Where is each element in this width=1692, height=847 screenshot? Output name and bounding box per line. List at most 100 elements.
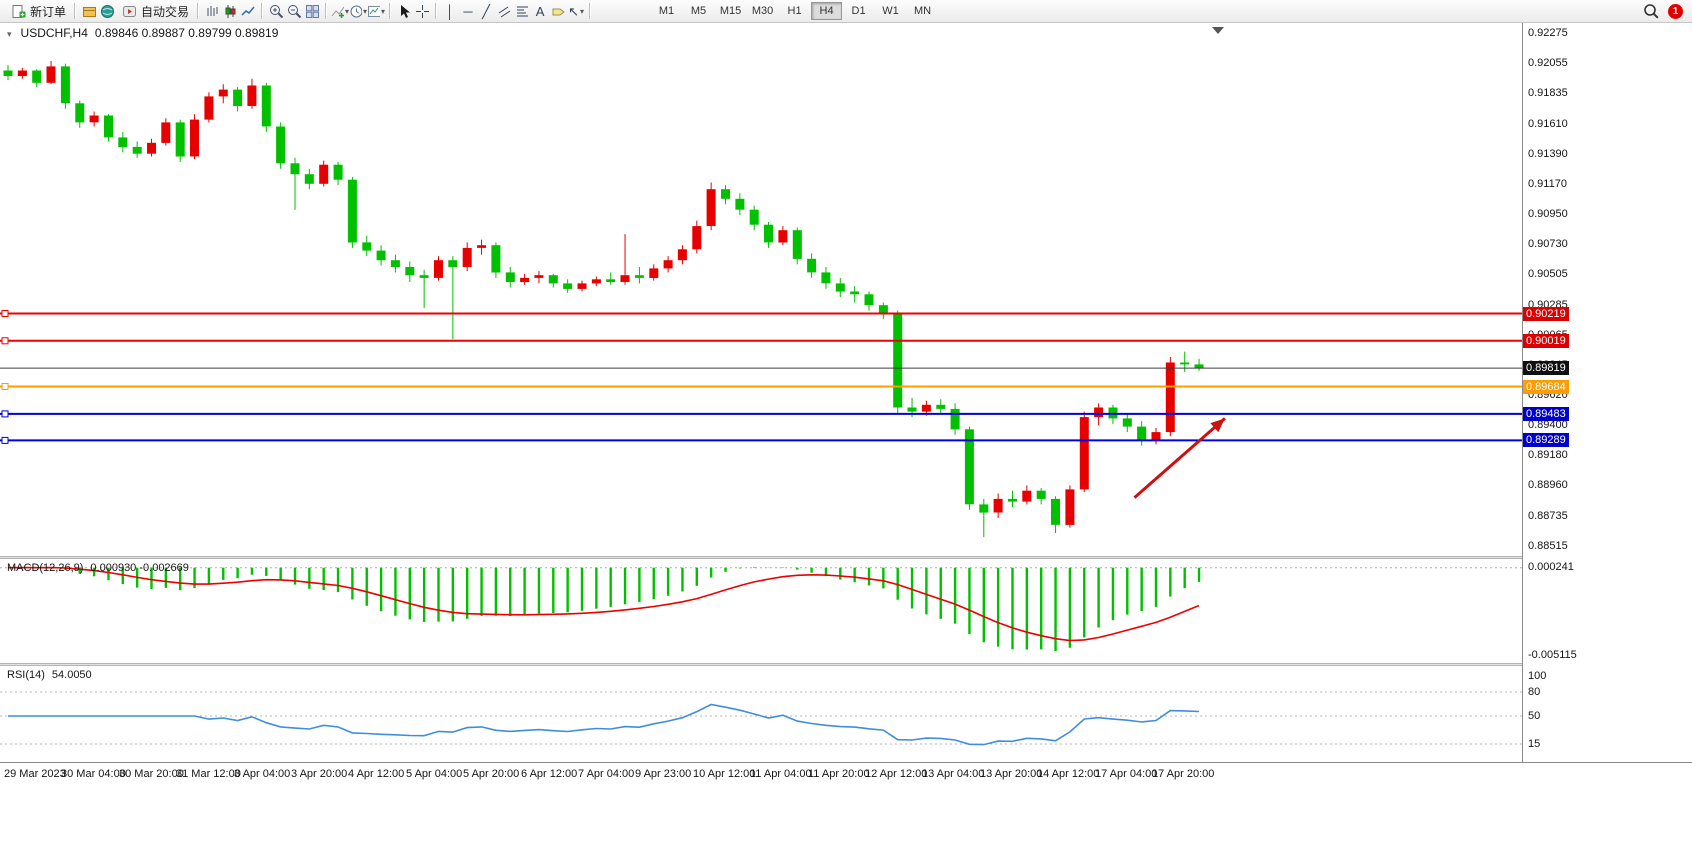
time-axis[interactable]: 29 Mar 2023 30 Mar 04:00 30 Mar 20:00 31 Ma… <box>0 762 1692 784</box>
rsi-label: RSI(14) 54.0050 <box>7 669 92 681</box>
price-badge: 0.90219 <box>1523 307 1569 321</box>
price-axis-label: 0.88960 <box>1528 479 1568 491</box>
periods-menu-button[interactable] <box>349 3 367 20</box>
text-tool-button[interactable]: A <box>535 3 545 19</box>
timeframe-w1[interactable]: W1 <box>882 5 899 17</box>
panel-splitter[interactable] <box>0 663 1692 666</box>
macd-axis-label: 0.000241 <box>1528 561 1574 573</box>
time-axis-label: 13 Apr 20:00 <box>980 768 1043 780</box>
price-axis-label: 0.91610 <box>1528 118 1568 130</box>
toolbar-separator <box>389 3 392 19</box>
time-axis-label: 5 Apr 20:00 <box>463 768 520 780</box>
time-axis-label: 4 Apr 12:00 <box>348 768 405 780</box>
one-click-trading-toggle[interactable]: ▾ <box>7 29 12 39</box>
fibonacci-tool-button[interactable] <box>513 3 531 20</box>
line-chart-button[interactable] <box>239 3 257 20</box>
price-axis-label: 0.91170 <box>1528 178 1567 190</box>
channel-tool-button[interactable] <box>495 3 513 20</box>
timeframe-h4[interactable]: H4 <box>811 2 843 20</box>
timeframe-h1[interactable]: H1 <box>787 5 802 17</box>
time-axis-label: 30 Mar 20:00 <box>119 768 184 780</box>
time-axis-label: 29 Mar 2023 <box>4 768 66 780</box>
macd-name: MACD(12,26,9) <box>7 562 84 574</box>
price-axis-label: 0.91390 <box>1528 148 1568 160</box>
notification-badge[interactable]: 1 <box>1668 3 1683 19</box>
toolbar-separator <box>589 3 592 19</box>
macd-values: 0.000930 -0.002669 <box>90 562 189 574</box>
time-axis-label: 7 Apr 04:00 <box>578 768 635 780</box>
label-tool-button[interactable] <box>549 3 567 20</box>
chart-symbol-period: USDCHF,H4 <box>20 26 88 40</box>
price-axis-label: 0.89180 <box>1528 449 1568 461</box>
toolbar-separator <box>435 3 438 19</box>
time-axis-label: 11 Apr 04:00 <box>750 768 812 780</box>
price-axis-label: 0.90950 <box>1528 208 1568 220</box>
rsi-canvas[interactable] <box>0 666 1522 762</box>
new-order-label: 新订单 <box>30 4 67 19</box>
new-order-button[interactable]: 新订单 <box>5 1 70 22</box>
time-axis-label: 3 Apr 04:00 <box>234 768 291 780</box>
panel-splitter[interactable] <box>0 556 1692 559</box>
macd-panel: MACD(12,26,9) 0.000930 -0.002669 <box>0 559 1522 663</box>
rsi-axis-label: 100 <box>1528 670 1547 682</box>
rsi-value: 54.0050 <box>51 669 92 681</box>
price-axis-label: 0.90730 <box>1528 238 1568 250</box>
vertical-line-tool-button[interactable]: │ <box>445 3 455 19</box>
toolbar-separator <box>74 3 77 19</box>
data-window-icon[interactable] <box>98 3 116 20</box>
rsi-name: RSI(14) <box>7 669 45 681</box>
timeframe-m1[interactable]: M1 <box>658 5 675 17</box>
horizontal-line-tool-button[interactable]: ─ <box>463 3 473 19</box>
timeframe-m5[interactable]: M5 <box>690 5 707 17</box>
new-order-icon <box>9 3 27 20</box>
autotrading-icon <box>120 3 138 20</box>
price-badge: 0.90019 <box>1523 334 1569 348</box>
timeframe-d1[interactable]: D1 <box>851 5 866 17</box>
toolbar-separator <box>325 3 328 19</box>
autotrading-button[interactable]: 自动交易 <box>116 1 193 22</box>
bar-chart-button[interactable] <box>203 3 221 20</box>
price-chart-canvas[interactable] <box>0 23 1522 556</box>
rsi-axis-label: 50 <box>1528 710 1541 722</box>
arrows-tool-button[interactable]: ↖ <box>567 3 585 20</box>
time-axis-label: 10 Apr 12:00 <box>693 768 756 780</box>
time-axis-label: 12 Apr 12:00 <box>865 768 928 780</box>
templates-button[interactable] <box>367 3 385 20</box>
time-axis-label: 17 Apr 20:00 <box>1152 768 1215 780</box>
indicators-button[interactable] <box>331 3 349 20</box>
timeframe-m30[interactable]: M30 <box>751 5 774 17</box>
time-axis-label: 9 Apr 23:00 <box>635 768 692 780</box>
time-axis-label: 13 Apr 04:00 <box>922 768 985 780</box>
zoom-in-button[interactable] <box>267 3 285 20</box>
price-axis-label: 0.92055 <box>1528 57 1568 69</box>
trendline-tool-button[interactable]: ╱ <box>482 3 490 19</box>
price-badge: 0.89289 <box>1523 433 1569 447</box>
search-icon[interactable] <box>1642 3 1660 20</box>
macd-canvas[interactable] <box>0 559 1522 663</box>
price-axis-label: 0.88735 <box>1528 510 1568 522</box>
main-chart-panel: ▾ USDCHF,H4 0.89846 0.89887 0.89799 0.89… <box>0 23 1522 556</box>
timeframe-mn[interactable]: MN <box>913 5 932 17</box>
candlestick-chart-button[interactable] <box>221 3 239 20</box>
zoom-out-button[interactable] <box>285 3 303 20</box>
time-axis-label: 30 Mar 04:00 <box>61 768 126 780</box>
toolbar: 新订单 自动交易 │ ─ ╱ A ↖ M1 M5 M15 M30 H1 H4 <box>0 0 1692 23</box>
autotrading-label: 自动交易 <box>141 4 190 19</box>
market-watch-icon[interactable] <box>80 3 98 20</box>
price-axis-label: 0.89400 <box>1528 419 1568 431</box>
time-axis-label: 6 Apr 12:00 <box>521 768 578 780</box>
macd-axis-label: -0.005115 <box>1528 649 1577 661</box>
rsi-panel: RSI(14) 54.0050 <box>0 666 1522 762</box>
price-axis-label: 0.92275 <box>1528 27 1568 39</box>
timeframe-m15[interactable]: M15 <box>719 5 742 17</box>
tile-windows-button[interactable] <box>303 3 321 20</box>
price-axis-label: 0.91835 <box>1528 87 1568 99</box>
cursor-button[interactable] <box>395 3 413 20</box>
crosshair-button[interactable] <box>413 3 431 20</box>
time-axis-label: 11 Apr 20:00 <box>808 768 870 780</box>
chart-ohlc-values: 0.89846 0.89887 0.89799 0.89819 <box>94 26 279 40</box>
time-axis-label: 31 Mar 12:00 <box>176 768 241 780</box>
price-axis[interactable]: 0.92275 0.92055 0.91835 0.91610 0.91390 0.911… <box>1522 23 1692 762</box>
time-axis-label: 17 Apr 04:00 <box>1095 768 1158 780</box>
